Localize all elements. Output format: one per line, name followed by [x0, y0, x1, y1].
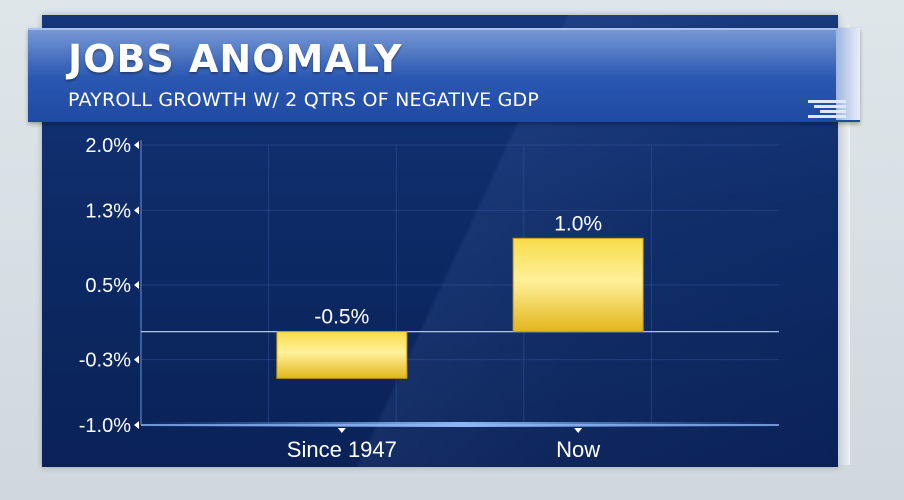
y-tick-marker	[134, 141, 139, 149]
y-tick-label: -0.3%	[79, 350, 131, 372]
y-tick-marker	[134, 355, 139, 364]
x-tick-marker	[574, 428, 583, 433]
title-banner	[28, 28, 860, 122]
labels: 2.0% 1.3% 0.5% -0.3% -1.0% -0.5% Since 1947 1.0…	[79, 135, 602, 462]
panel-edge	[838, 25, 850, 465]
y-tick-label: 2.0%	[85, 135, 131, 157]
y-tick-marker	[134, 421, 139, 429]
category-label: Now	[556, 437, 600, 462]
grid-lines	[141, 144, 779, 426]
chart-subtitle: PAYROLL GROWTH W/ 2 QTRS OF NEGATIVE GDP	[68, 89, 540, 111]
network-logo-bars	[808, 100, 848, 118]
bar-now	[512, 237, 644, 333]
bars	[276, 237, 644, 379]
banner-gloss	[28, 30, 860, 76]
data-label: 1.0%	[554, 212, 602, 235]
banner-cap	[836, 28, 860, 120]
y-tick-label: -1.0%	[79, 415, 131, 437]
data-label: -0.5%	[314, 306, 369, 329]
y-tick-label: 1.3%	[85, 200, 131, 222]
y-tick-marker	[134, 281, 139, 289]
x-tick-marker	[337, 428, 346, 433]
category-label: Since 1947	[287, 437, 397, 462]
axes	[134, 140, 779, 433]
y-tick-label: 0.5%	[85, 275, 131, 297]
bar-since-1947	[276, 331, 408, 379]
y-tick-marker	[134, 206, 139, 215]
chart-title: JOBS ANOMALY	[68, 37, 403, 81]
